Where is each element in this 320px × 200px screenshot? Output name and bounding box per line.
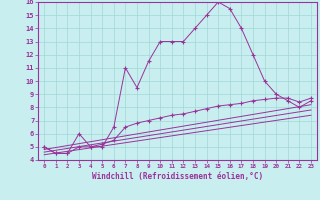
X-axis label: Windchill (Refroidissement éolien,°C): Windchill (Refroidissement éolien,°C) [92,172,263,181]
